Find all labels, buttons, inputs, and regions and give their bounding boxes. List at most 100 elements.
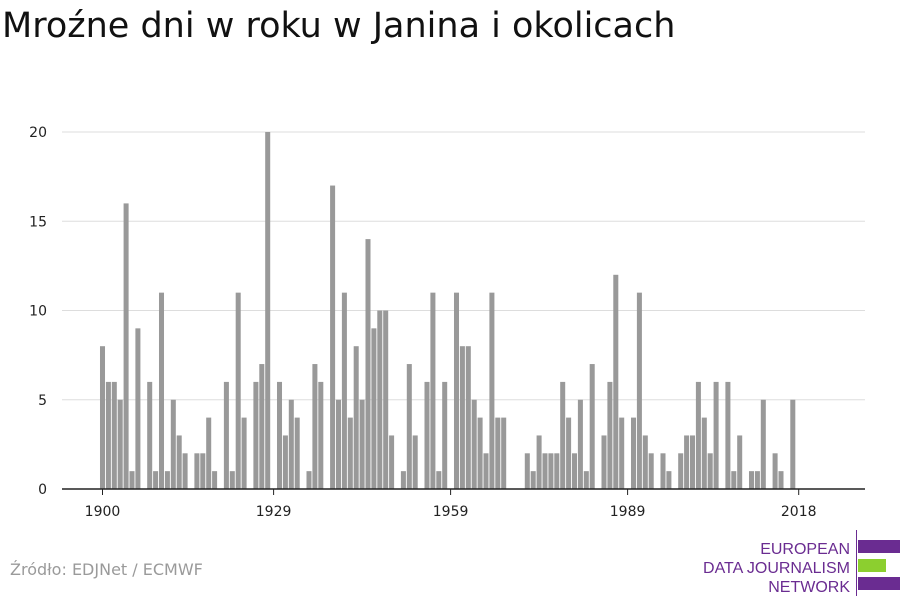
bar-1974 <box>536 435 542 489</box>
bar-1944 <box>359 399 365 489</box>
bar-1949 <box>389 435 395 489</box>
bar-2000 <box>689 435 696 489</box>
x-tick-label: 2018 <box>781 504 817 520</box>
bar-1966 <box>489 292 495 489</box>
bar-2017 <box>790 399 796 489</box>
bar-1933 <box>294 417 300 489</box>
bar-1943 <box>353 346 359 489</box>
bar-1968 <box>501 417 507 489</box>
bar-1963 <box>471 399 477 489</box>
bar-1982 <box>583 471 589 489</box>
bars <box>99 132 796 490</box>
bar-1930 <box>276 381 283 489</box>
bar-1903 <box>117 399 123 489</box>
x-axis-ticks: 1900 1929 1959 1989 2018 <box>85 489 817 520</box>
bar-1931 <box>282 435 288 489</box>
bar-1980 <box>571 453 578 489</box>
bar-1990 <box>630 417 637 489</box>
y-tick-label: 15 <box>29 214 47 230</box>
bar-1923 <box>235 292 241 489</box>
bar-1909 <box>153 471 159 489</box>
bar-2006 <box>725 381 731 489</box>
bar-1976 <box>548 453 554 489</box>
bar-1932 <box>288 399 294 489</box>
bar-1928 <box>265 132 271 489</box>
bar-1948 <box>383 310 389 489</box>
bar-1912 <box>170 399 176 489</box>
bar-1952 <box>406 364 412 489</box>
bar-1960 <box>453 292 460 489</box>
logo-text: EUROPEAN DATA JOURNALISM NETWORK <box>703 540 850 597</box>
bar-2011 <box>754 471 760 489</box>
bar-1953 <box>412 435 418 489</box>
bar-1916 <box>194 453 200 489</box>
x-tick-label: 1989 <box>610 504 646 520</box>
bar-1957 <box>436 471 442 489</box>
bar-1992 <box>642 435 648 489</box>
bar-1962 <box>465 346 471 489</box>
x-tick-label: 1929 <box>256 504 292 520</box>
bar-1978 <box>560 381 566 489</box>
bar-1988 <box>619 417 625 489</box>
bar-1972 <box>524 453 530 489</box>
bar-1955 <box>424 381 430 489</box>
bar-1913 <box>176 435 182 489</box>
bar-1926 <box>253 381 259 489</box>
bar-1995 <box>660 453 666 489</box>
logo-line-2: DATA JOURNALISM <box>703 560 850 577</box>
bar-1942 <box>347 417 353 489</box>
edjnet-logo: EUROPEAN DATA JOURNALISM NETWORK <box>700 528 900 598</box>
logo-divider <box>856 530 857 596</box>
bar-2008 <box>737 435 743 489</box>
bar-2015 <box>778 471 784 489</box>
bar-2002 <box>701 417 707 489</box>
bar-1927 <box>259 364 265 489</box>
logo-bar-bottom <box>858 577 900 590</box>
bar-1921 <box>223 381 229 489</box>
bar-2004 <box>713 381 719 489</box>
bar-1924 <box>241 417 247 489</box>
bar-1940 <box>335 399 342 489</box>
bar-1993 <box>648 453 654 489</box>
bar-1902 <box>111 381 117 489</box>
bar-1986 <box>607 381 613 489</box>
bar-1964 <box>477 417 483 489</box>
bar-1910 <box>158 292 165 489</box>
bar-1956 <box>430 292 436 489</box>
bar-2007 <box>731 471 737 489</box>
y-axis-ticks: 0 5 10 15 20 <box>29 125 47 498</box>
gridlines <box>62 131 865 401</box>
bar-1905 <box>129 471 135 489</box>
bar-2012 <box>760 399 766 489</box>
bar-1947 <box>377 310 383 489</box>
bar-2003 <box>707 453 713 489</box>
bar-1987 <box>613 274 619 489</box>
bar-1935 <box>306 471 312 489</box>
bar-1983 <box>589 364 595 489</box>
logo-line-1: EUROPEAN <box>760 541 850 558</box>
bar-1967 <box>495 417 501 489</box>
bar-1979 <box>566 417 572 489</box>
bar-1922 <box>229 471 235 489</box>
bar-1906 <box>135 328 141 489</box>
bar-1975 <box>542 453 548 489</box>
y-tick-label: 5 <box>38 393 47 409</box>
bar-1919 <box>212 471 218 489</box>
bar-1936 <box>312 364 318 489</box>
bar-1977 <box>554 453 560 489</box>
bar-1998 <box>678 453 684 489</box>
y-tick-label: 20 <box>29 125 47 141</box>
bar-1908 <box>147 381 153 489</box>
chart-title: Mroźne dni w roku w Janina i okolicach <box>2 6 676 46</box>
bar-1999 <box>684 435 690 489</box>
bar-2014 <box>772 453 778 489</box>
y-tick-label: 10 <box>29 304 47 320</box>
bar-1914 <box>182 453 188 489</box>
bar-1991 <box>636 292 642 489</box>
bar-1918 <box>206 417 212 489</box>
bar-1946 <box>371 328 377 489</box>
bar-2010 <box>748 471 755 489</box>
bar-1985 <box>601 435 607 489</box>
x-tick-label: 1900 <box>85 504 121 520</box>
